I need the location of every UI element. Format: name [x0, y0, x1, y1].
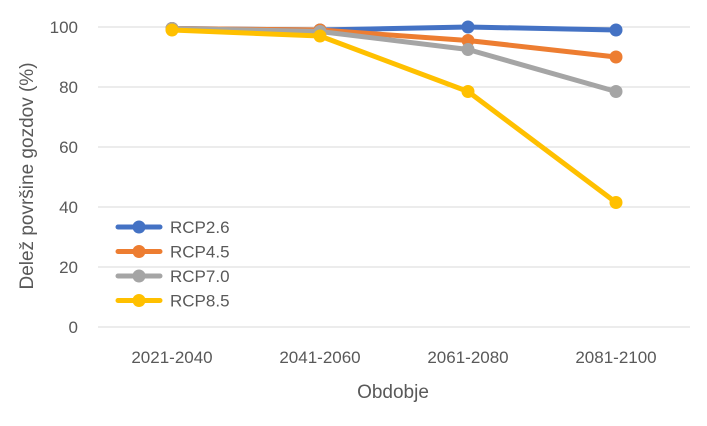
legend-label: RCP2.6 [170, 218, 230, 237]
x-tick-labels: 2021-2040 2041-2060 2061-2080 2081-2100 [131, 348, 656, 367]
legend-item: RCP4.5 [115, 243, 230, 262]
legend-item: RCP7.0 [115, 267, 230, 286]
y-tick-labels: 0 20 40 60 80 100 [50, 18, 78, 337]
x-tick-label: 2081-2100 [575, 348, 656, 367]
data-point [461, 85, 475, 98]
x-tick-label: 2061-2080 [427, 348, 508, 367]
series-lines [165, 20, 623, 209]
x-tick-label: 2021-2040 [131, 348, 212, 367]
legend-marker [132, 269, 146, 283]
y-tick-label: 80 [59, 78, 78, 97]
legend: RCP2.6 RCP4.5 RCP7.0 RCP8.5 [115, 218, 230, 311]
data-point [461, 20, 475, 34]
x-tick-label: 2041-2060 [279, 348, 360, 367]
legend-marker [132, 294, 146, 307]
legend-label: RCP4.5 [170, 243, 230, 262]
y-axis-label: Delež površine gozdov (%) [17, 62, 38, 289]
data-point [609, 50, 623, 64]
data-point [609, 196, 623, 209]
series-line [169, 27, 619, 205]
legend-label: RCP7.0 [170, 267, 230, 286]
y-tick-label: 0 [69, 318, 78, 337]
y-tick-label: 20 [59, 258, 78, 277]
legend-item: RCP8.5 [115, 292, 230, 311]
data-point [313, 29, 327, 43]
legend-item: RCP2.6 [115, 218, 230, 237]
legend-marker [132, 245, 146, 258]
x-axis-label: Obdobje [357, 382, 429, 403]
y-tick-label: 60 [59, 138, 78, 157]
data-point [461, 34, 475, 47]
data-point [461, 43, 475, 56]
legend-label: RCP8.5 [170, 292, 230, 311]
series-rcp8-5 [165, 23, 623, 209]
data-point [165, 23, 179, 37]
data-point [609, 23, 623, 37]
data-point [609, 85, 623, 98]
legend-marker [132, 220, 146, 234]
series-line [169, 26, 619, 94]
y-tick-label: 40 [59, 198, 78, 217]
y-tick-label: 100 [50, 18, 78, 37]
